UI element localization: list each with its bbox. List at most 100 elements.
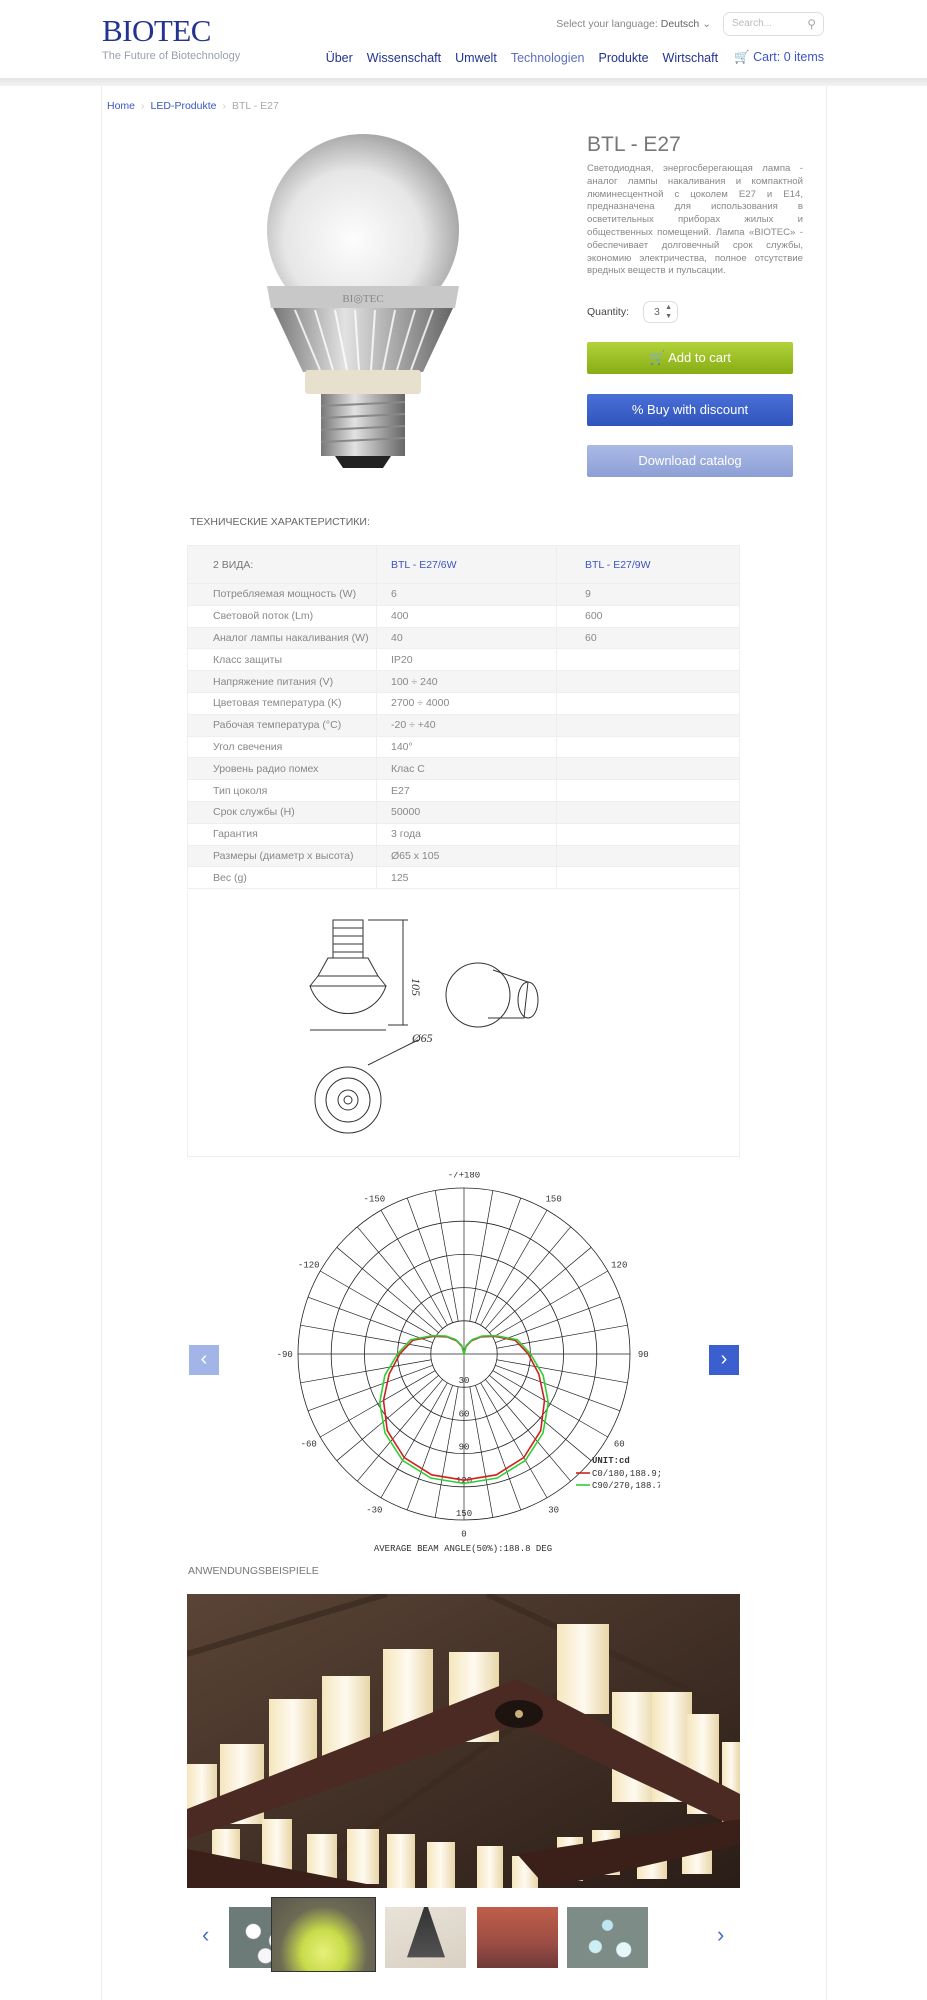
spec-value [556, 866, 740, 890]
spec-label: Размеры (диаметр x высота) [187, 844, 377, 868]
grid-spoke [485, 1379, 571, 1482]
thumbs-prev-arrow[interactable]: ‹ [202, 1922, 210, 1947]
buy-with-discount-button[interactable]: % Buy with discount [587, 394, 793, 427]
download-catalog-button[interactable]: Download catalog [587, 445, 793, 478]
header-nav-bar: Über Wissenschaft Umwelt Technologien Pr… [326, 50, 824, 65]
cart-link[interactable]: 🛒 Cart: 0 items [734, 50, 824, 65]
radial-tick-label: 120 [456, 1476, 472, 1486]
angle-label: -150 [364, 1195, 386, 1205]
grid-spoke [406, 1197, 453, 1323]
nav-item-umwelt[interactable]: Umwelt [455, 50, 497, 65]
thumbnail-2-selected[interactable] [271, 1897, 376, 1972]
spec-row: Вес (g) 125 [187, 866, 740, 890]
nav-item-uber[interactable]: Über [325, 50, 353, 65]
angle-label: 150 [546, 1195, 562, 1205]
spec-label: Напряжение питания (V) [187, 670, 377, 693]
spec-value [556, 735, 740, 759]
product-info: BTL - E27 Светодиодная, энергосберегающа… [587, 132, 803, 478]
spec-value: 60 [556, 626, 740, 650]
search-placeholder: Search... [732, 18, 773, 29]
spec-label: Аналог лампы накаливания (W) [187, 626, 377, 650]
chevron-down-icon: ⌄ [702, 18, 711, 30]
spec-label: Класс защиты [187, 648, 377, 672]
grid-spoke [495, 1365, 621, 1412]
spec-row: Цветовая температура (K) 2700 ÷ 4000 [187, 691, 740, 715]
angle-label: -90 [277, 1350, 293, 1360]
column-header-model[interactable]: BTL - E27/9W [556, 545, 740, 584]
spec-value: 3 года [376, 822, 557, 846]
spec-value: E27 [376, 779, 557, 802]
spec-value: 9 [556, 583, 740, 606]
specs-table: 2 ВИДА: BTL - E27/6W BTL - E27/9W Потреб… [187, 545, 740, 890]
nav-item-wirtschaft[interactable]: Wirtschaft [662, 50, 719, 65]
add-to-cart-button[interactable]: 🛒 Add to cart [587, 342, 793, 375]
cart-icon: 🛒 [649, 350, 669, 366]
dimension-drawing-panel: 105 Ø65 [187, 890, 740, 1157]
spec-label: Угол свечения [187, 735, 377, 759]
grid-spoke [480, 1210, 548, 1326]
product-description: Светодиодная, энергосберегающая лампа - … [587, 163, 803, 277]
spec-label: Рабочая температура (°C) [187, 713, 377, 737]
spec-value: 600 [556, 604, 740, 628]
chart-prev-button[interactable]: ‹ [189, 1345, 219, 1375]
spec-row: Гарантия 3 года [187, 822, 740, 846]
grid-spoke [492, 1370, 608, 1438]
angle-label: -120 [298, 1260, 320, 1270]
quantity-row: Quantity: 3 ▲ ▼ [587, 301, 803, 324]
specs-header-row: 2 ВИДА: BTL - E27/6W BTL - E27/9W [187, 545, 740, 584]
radial-tick-label: 60 [459, 1409, 470, 1419]
spec-row: Класс защиты IP20 [187, 648, 740, 672]
nav-item-wissenschaft[interactable]: Wissenschaft [366, 50, 442, 65]
stepper-arrows-icon[interactable]: ▲ ▼ [665, 304, 673, 321]
nav-item-technologien[interactable]: Technologien [510, 50, 585, 65]
quantity-stepper[interactable]: 3 ▲ ▼ [643, 301, 679, 324]
thumbnail-5[interactable] [567, 1907, 648, 1968]
spec-value: 140° [376, 735, 557, 759]
diameter-dimension: Ø65 [411, 1031, 433, 1045]
grid-spoke [469, 1386, 494, 1518]
column-header-model[interactable]: BTL - E27/6W [376, 545, 557, 584]
grid-spoke [489, 1247, 592, 1333]
chart-next-button[interactable]: › [709, 1345, 739, 1375]
legend-entry: C0/180,188.9;& [592, 1469, 660, 1479]
search-input[interactable]: Search... ⚲ [723, 12, 824, 36]
spec-label: Гарантия [187, 822, 377, 846]
spec-row: Напряжение питания (V) 100 ÷ 240 [187, 670, 740, 693]
grid-spoke [357, 1379, 443, 1482]
thumbnail-3[interactable] [385, 1907, 466, 1968]
angle-label: 0 [461, 1529, 466, 1539]
spec-value [556, 691, 740, 715]
thumbnail-4[interactable] [477, 1907, 558, 1968]
applications-heading: ANWENDUNGSBEISPIELE [188, 1565, 319, 1577]
content-container [101, 86, 827, 2000]
grid-spoke [434, 1386, 459, 1518]
language-selector[interactable]: Select your language: Deutsch ⌄ [556, 18, 711, 30]
spec-value: 100 ÷ 240 [376, 670, 557, 693]
grid-spoke [336, 1247, 439, 1333]
spec-value: IP20 [376, 648, 557, 672]
angle-label: 60 [614, 1440, 625, 1450]
spec-label: Световой поток (Lm) [187, 604, 377, 628]
search-icon[interactable]: ⚲ [807, 17, 816, 31]
breadcrumb-home[interactable]: Home [107, 100, 136, 112]
spec-row: Уровень радио помех Клас C [187, 757, 740, 781]
grid-spoke [300, 1359, 432, 1384]
angle-label: 120 [611, 1260, 627, 1270]
grid-spoke [489, 1375, 592, 1461]
spec-label: Вес (g) [187, 866, 377, 890]
grid-spoke [475, 1385, 522, 1511]
spec-label: Тип цоколя [187, 779, 377, 802]
spec-value [556, 800, 740, 824]
spec-row: Рабочая температура (°C) -20 ÷ +40 [187, 713, 740, 737]
spec-value: Клас C [376, 757, 557, 781]
quantity-label: Quantity: [587, 306, 630, 319]
legend-entry: C90/270,188.7;& [592, 1481, 660, 1491]
logo[interactable]: BIOTEC The Future of Biotechnology [102, 14, 252, 68]
logo-tagline: The Future of Biotechnology [102, 50, 241, 62]
breadcrumb-led-produkte[interactable]: LED-Produkte [150, 100, 217, 112]
grid-spoke [336, 1375, 439, 1461]
nav-item-produkte[interactable]: Produkte [598, 50, 649, 65]
thumbs-next-arrow[interactable]: › [717, 1922, 725, 1947]
spec-value [556, 713, 740, 737]
radial-tick-label: 150 [456, 1509, 472, 1519]
